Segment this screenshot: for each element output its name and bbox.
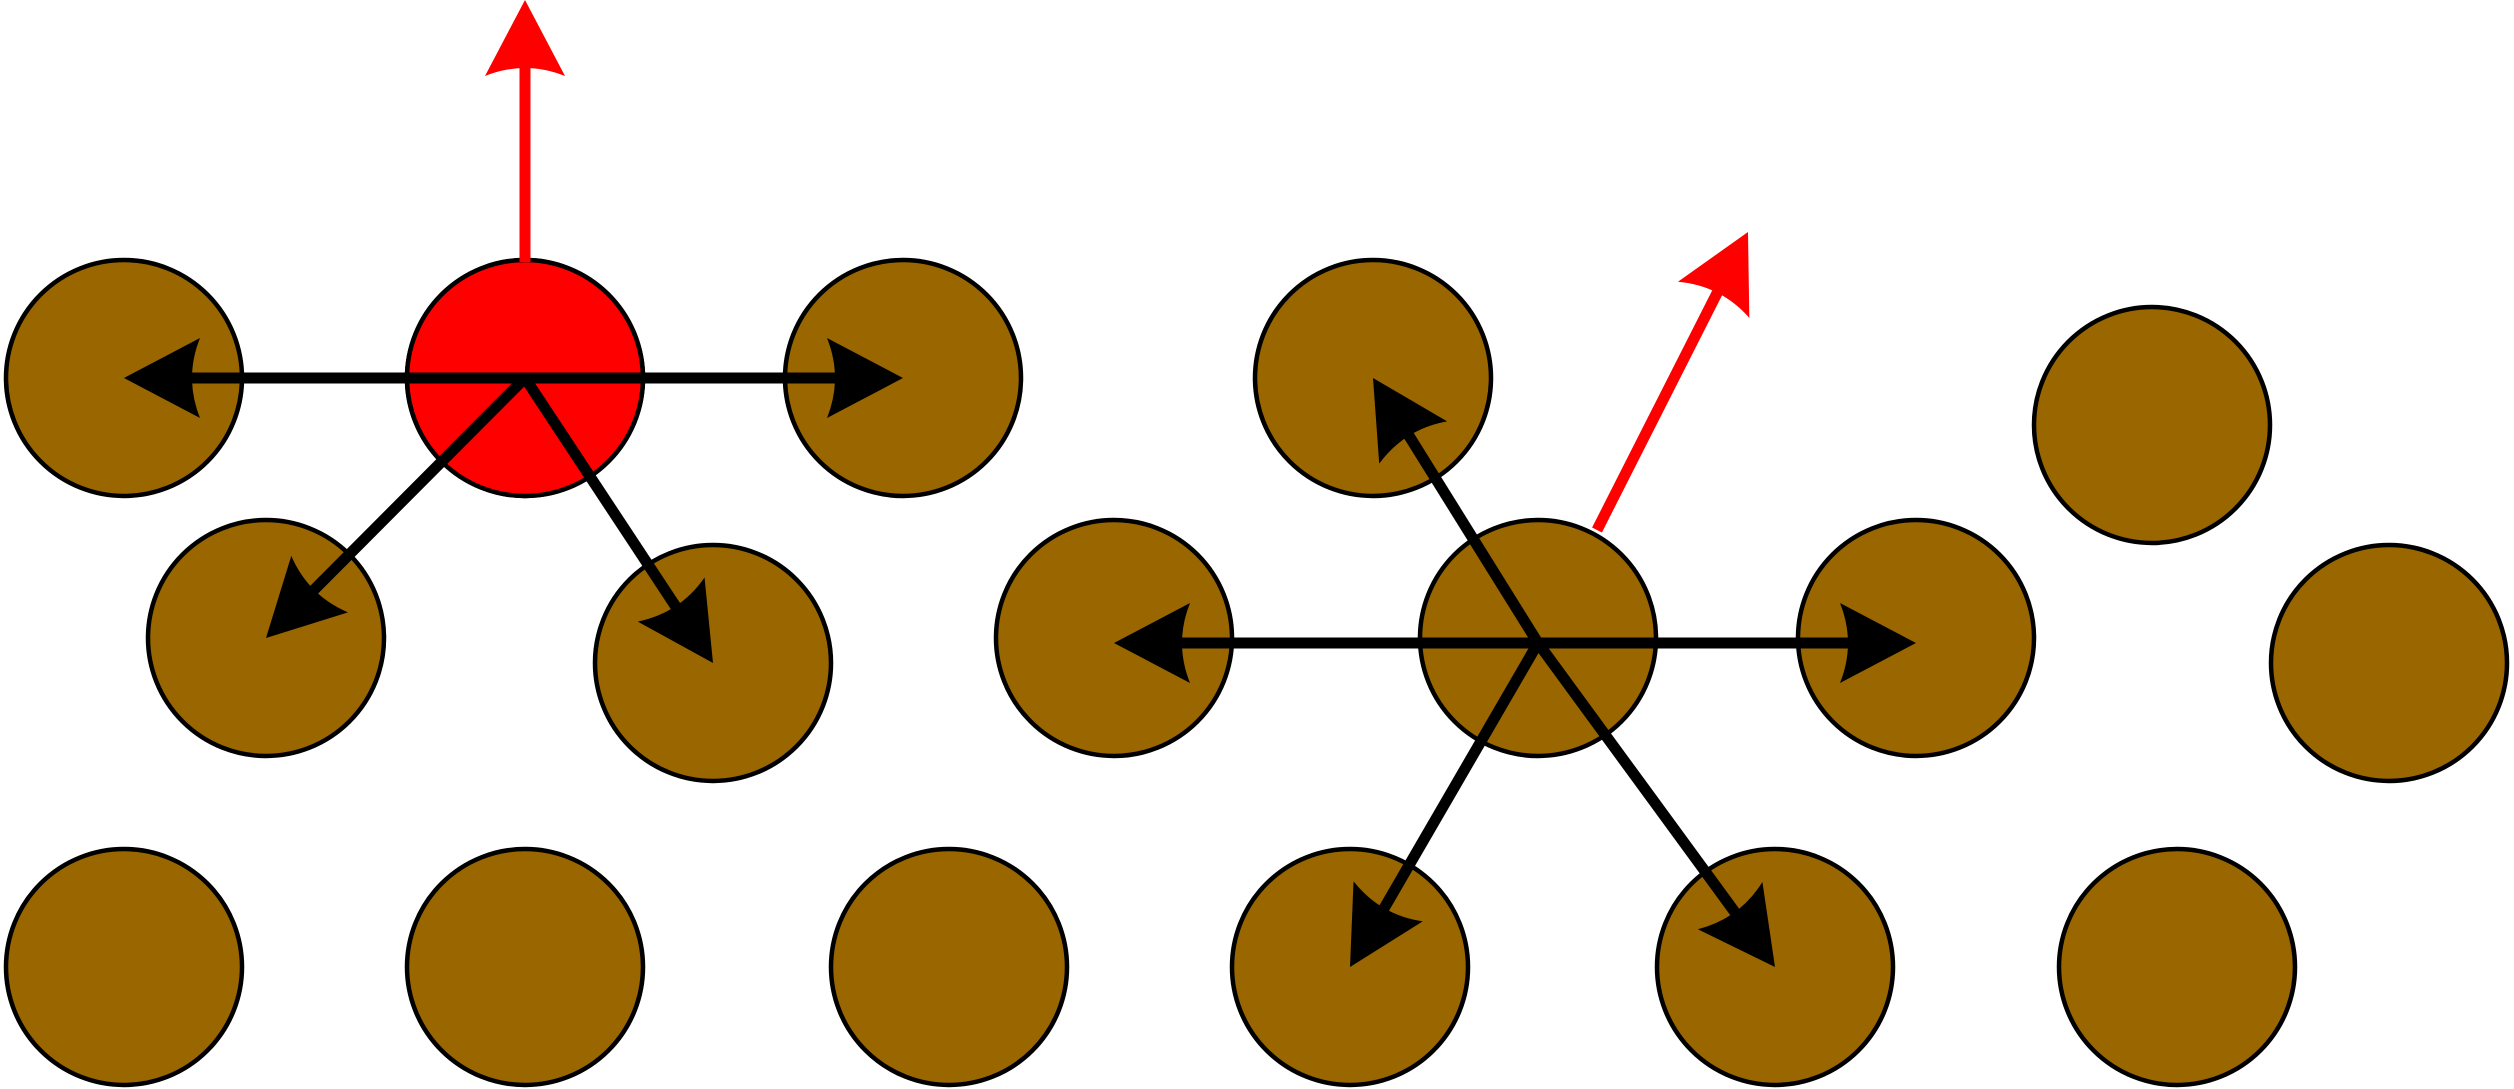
bond-force-arrow	[1538, 603, 1916, 683]
neighbor-atom	[828, 846, 1070, 1088]
atoms-layer	[3, 257, 2510, 1088]
bond-force-arrow	[266, 374, 529, 638]
neighbor-atom	[404, 846, 646, 1088]
arrow-shaft	[1375, 640, 1543, 918]
neighbor-atom	[3, 846, 245, 1088]
arrow-shaft	[1592, 283, 1726, 533]
bond-force-arrow	[1350, 640, 1543, 967]
arrow-head	[827, 338, 903, 418]
bond-force-arrow	[520, 374, 713, 663]
net-force-arrow	[1592, 232, 1750, 533]
arrow-head	[485, 0, 565, 76]
arrow-shaft	[1533, 639, 1745, 922]
arrow-head	[1350, 881, 1423, 967]
neighbor-atom	[2056, 846, 2298, 1088]
arrow-shaft	[304, 374, 529, 600]
arrow-head	[1373, 378, 1448, 464]
arrow-head	[637, 577, 713, 663]
neighbor-atom	[2031, 304, 2273, 546]
neighbor-atom	[2268, 542, 2510, 784]
arrow-head	[1114, 603, 1190, 683]
bond-force-arrow	[1373, 378, 1543, 646]
net-force-arrow	[485, 0, 565, 262]
arrow-head	[1697, 882, 1775, 967]
arrow-head	[1677, 232, 1750, 318]
vectors-layer	[124, 0, 1916, 967]
bond-force-arrow	[525, 338, 903, 418]
arrow-head	[124, 338, 200, 418]
arrow-head	[266, 555, 348, 638]
bond-force-arrow	[1533, 639, 1775, 967]
bond-force-arrow	[1114, 603, 1538, 683]
arrow-head	[1840, 603, 1916, 683]
arrow-shaft	[520, 374, 685, 616]
arrow-shaft	[1400, 426, 1543, 646]
bond-force-arrow	[124, 338, 525, 418]
